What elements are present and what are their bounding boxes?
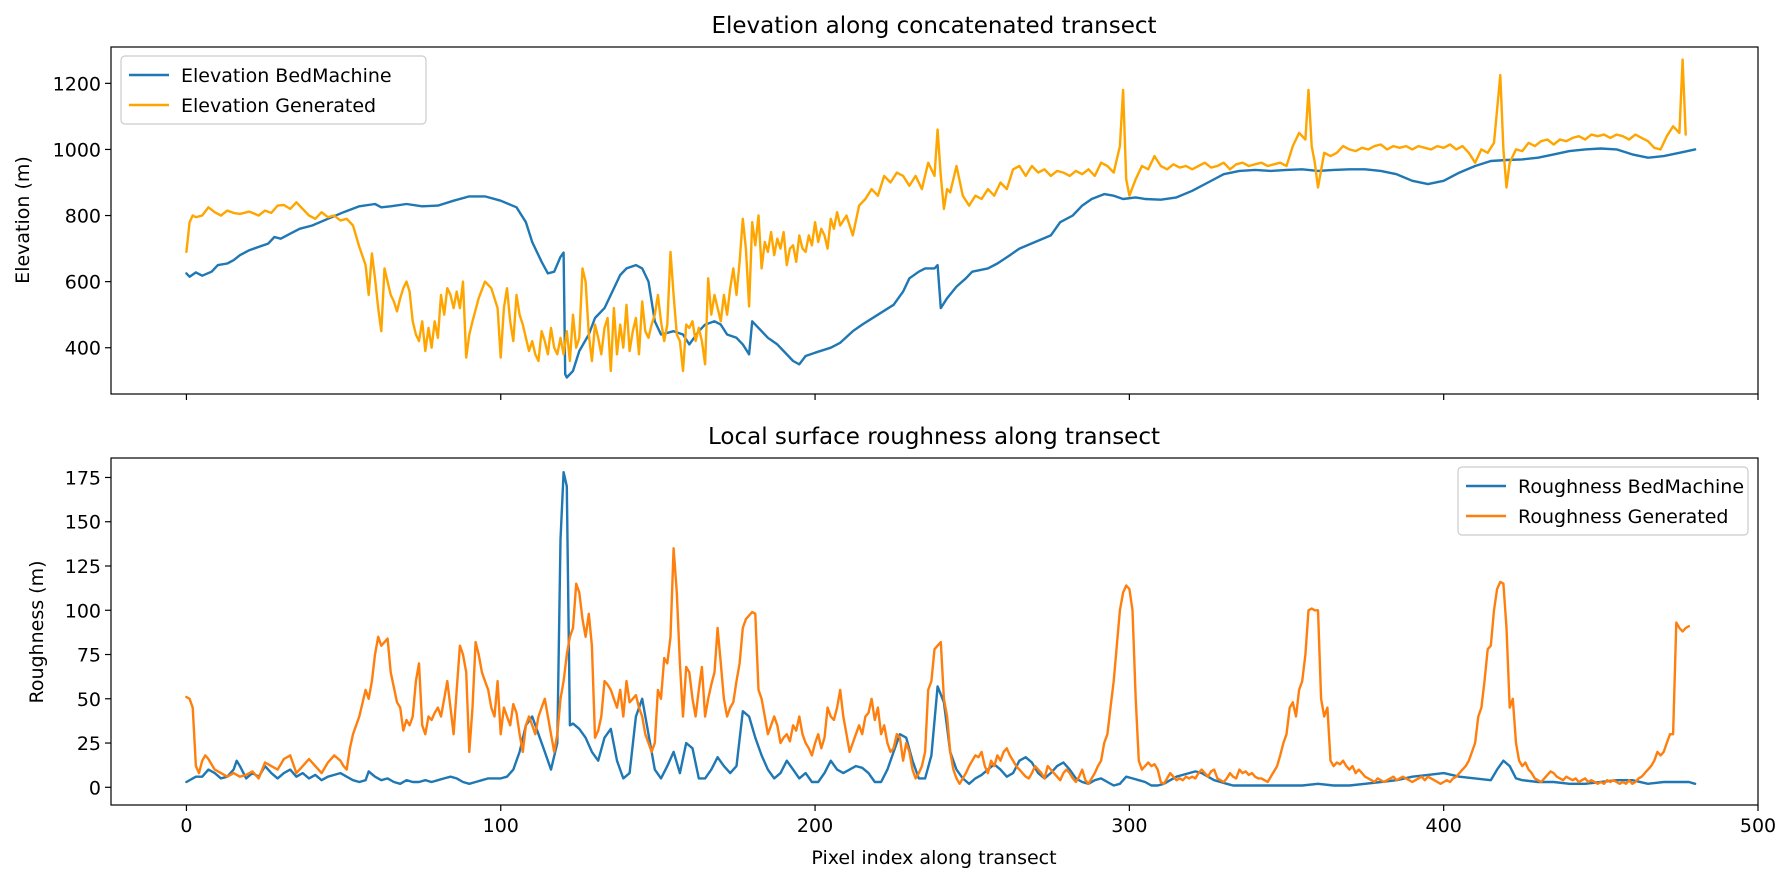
elevation-y-axis-label: Elevation (m) <box>12 156 34 284</box>
roughness-y-tick-label: 150 <box>65 512 101 534</box>
roughness-legend-box <box>1457 466 1749 536</box>
roughness-axes-frame <box>110 457 1759 806</box>
roughness-y-tick-label: 125 <box>65 556 101 578</box>
roughness-y-tick-label: 75 <box>77 645 101 667</box>
elevation-y-tick-label: 600 <box>65 272 101 294</box>
roughness-y-axis-label: Roughness (m) <box>26 560 48 703</box>
elevation-legend-box <box>120 55 427 125</box>
roughness-x-tick-label: 0 <box>180 815 192 837</box>
elevation-bedmachine-line <box>185 147 1697 379</box>
roughness-generated-legend-label: Roughness Generated <box>1518 506 1728 528</box>
elevation-plot-area <box>185 58 1697 379</box>
elevation-y-tick-label: 1200 <box>53 73 101 95</box>
elevation-y-tick-label: 1000 <box>53 139 101 161</box>
roughness-x-axis-label: Pixel index along transect <box>811 847 1056 869</box>
roughness-x-tick-label: 300 <box>1111 815 1147 837</box>
roughness-plot-area <box>185 471 1697 787</box>
roughness-y-tick-label: 100 <box>65 600 101 622</box>
roughness-y-tick-label: 175 <box>65 467 101 489</box>
elevation-generated-legend-label: Elevation Generated <box>181 95 376 117</box>
roughness-x-tick-label: 200 <box>797 815 833 837</box>
roughness-axis-ticks: 0 100 200 300 400 500 0 25 50 75 100 125 150 175 <box>65 467 1776 837</box>
elevation-axes-frame <box>110 46 1759 395</box>
roughness-generated-line <box>185 547 1691 785</box>
roughness-legend: Roughness BedMachine Roughness Generated <box>1457 466 1749 536</box>
elevation-y-tick-label: 800 <box>65 206 101 228</box>
roughness-chart-title: Local surface roughness along transect <box>708 424 1160 450</box>
elevation-generated-line <box>185 58 1687 373</box>
roughness-panel: Local surface roughness along transect R… <box>26 424 1776 869</box>
elevation-axis-ticks: 400 600 800 1000 1200 <box>53 73 1759 400</box>
roughness-bedmachine-line <box>185 471 1697 787</box>
roughness-y-tick-label: 0 <box>89 777 101 799</box>
elevation-chart-title: Elevation along concatenated transect <box>711 13 1156 39</box>
elevation-legend: Elevation BedMachine Elevation Generated <box>120 55 427 125</box>
roughness-y-tick-label: 25 <box>77 733 101 755</box>
elevation-panel: Elevation along concatenated transect El… <box>12 13 1759 400</box>
roughness-bedmachine-legend-label: Roughness BedMachine <box>1518 476 1744 498</box>
roughness-x-tick-label: 400 <box>1426 815 1462 837</box>
roughness-x-tick-label: 100 <box>483 815 519 837</box>
roughness-y-tick-label: 50 <box>77 689 101 711</box>
elevation-bedmachine-legend-label: Elevation BedMachine <box>181 65 392 87</box>
roughness-x-tick-label: 500 <box>1740 815 1776 837</box>
elevation-y-tick-label: 400 <box>65 338 101 360</box>
